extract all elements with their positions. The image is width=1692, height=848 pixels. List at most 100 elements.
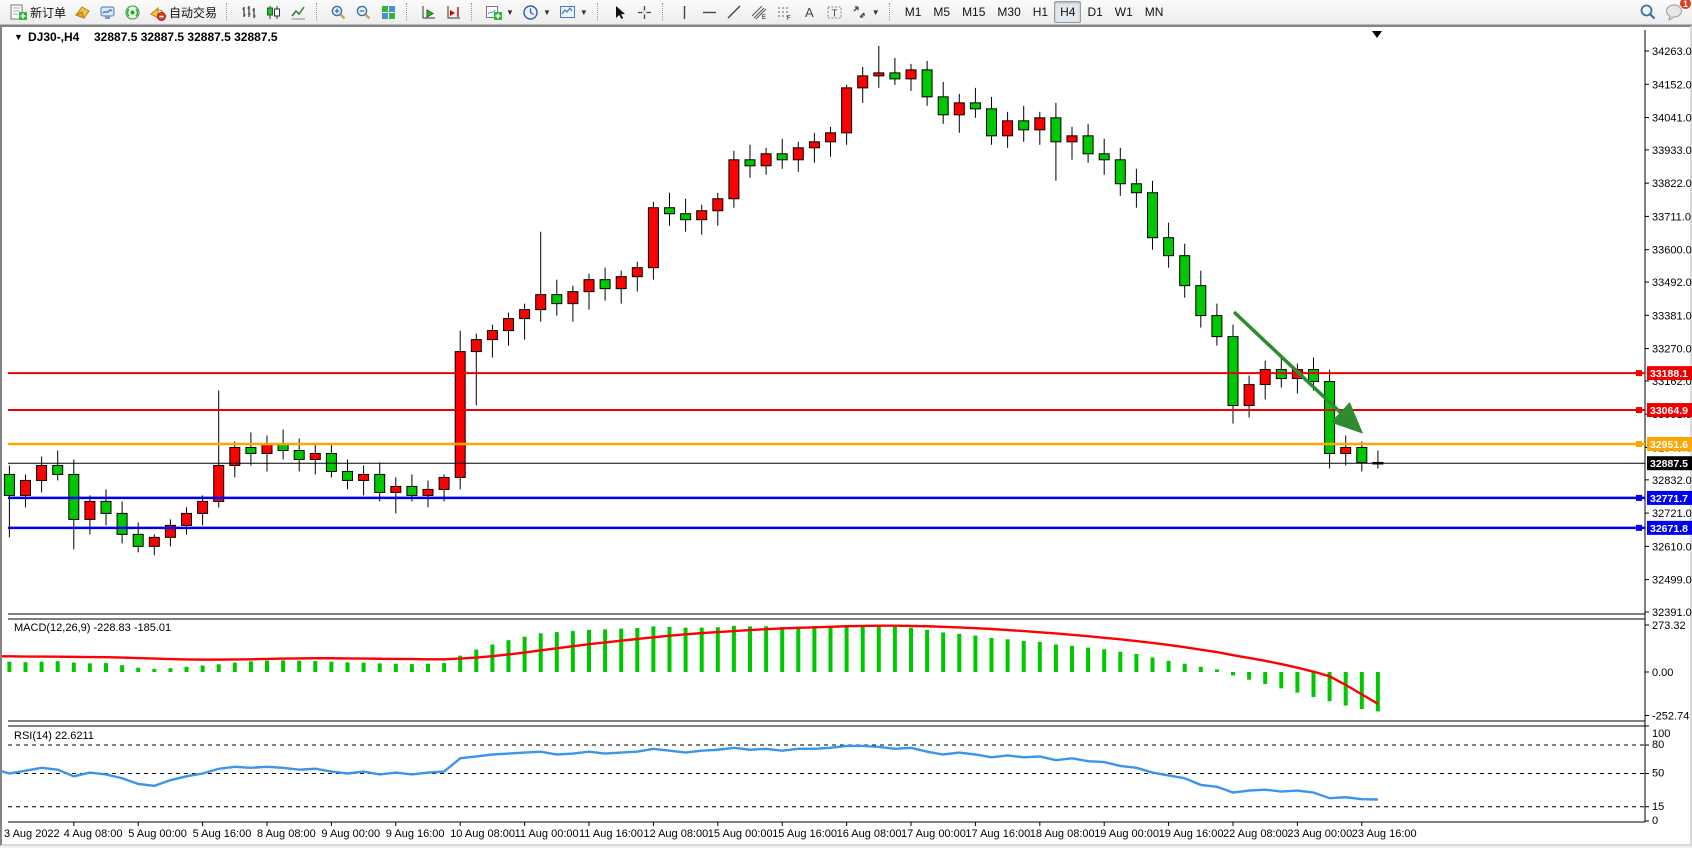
time-tick-label: 18 Aug 08:00 [1030,828,1095,840]
candle-body [953,102,965,116]
dropdown-caret-icon[interactable]: ▼ [542,7,551,17]
crosshair-button[interactable] [632,1,657,23]
candlestick-chart-button[interactable] [261,1,286,23]
svg-text:T: T [831,8,837,19]
fibo-icon: F [776,4,793,21]
time-tick-label: 9 Aug 00:00 [321,828,380,840]
price-badge [1647,490,1692,505]
time-tick-label: 12 Aug 08:00 [643,828,708,840]
price-tick-label: 32391.0 [1652,607,1692,619]
bars-chart-button[interactable] [236,1,261,23]
periods-button[interactable]: ▼ [518,1,555,23]
auto-scroll-button[interactable] [416,1,441,23]
tf-w1[interactable]: W1 [1109,1,1139,23]
bars-icon [240,4,257,21]
time-tick-label: 23 Aug 00:00 [1287,828,1352,840]
candle-body [374,473,386,493]
cursor-button[interactable] [607,1,632,23]
candle-body [825,132,836,143]
auto-trading-button-label: 自动交易 [169,5,218,20]
chat-icon [1665,3,1684,21]
market-button[interactable] [70,1,95,23]
auto-scroll-icon [420,4,437,21]
community-button[interactable] [95,1,120,23]
fibonacci-button[interactable]: F [772,1,797,23]
collapse-ohlc-icon[interactable]: ▼ [14,32,23,42]
price-tick-label: 32499.0 [1652,575,1692,587]
tf-m30[interactable]: M30 [991,1,1026,23]
line-chart-button[interactable] [286,1,311,23]
arrows-button[interactable]: ▼ [847,1,884,23]
hline-anchor[interactable] [1636,524,1642,531]
channel-button[interactable]: E [747,1,772,23]
tf-mn[interactable]: MN [1139,1,1170,23]
dropdown-caret-icon[interactable]: ▼ [506,7,514,17]
megaphone-red-icon [149,4,167,21]
time-tick-label: 5 Aug 00:00 [128,828,187,840]
tf-m15[interactable]: M15 [956,1,991,23]
auto-trading-button[interactable]: 自动交易 [145,1,221,23]
candle-body [116,512,128,535]
price-badge [1647,456,1692,471]
tf-m1[interactable]: M1 [899,1,928,23]
rsi-tick-label: 15 [1652,801,1664,813]
rsi-tick-label: 100 [1652,728,1670,740]
hline-anchor[interactable] [1636,440,1642,447]
search-button[interactable] [1635,1,1661,23]
candle-body [696,210,708,221]
crosshair-icon [636,4,653,21]
chart-window[interactable]: 34263.0 34152.0 34041.0 33933.0 33822.0 33711… [0,25,1692,846]
hline-anchor[interactable] [1636,494,1642,501]
candle-body [969,102,981,110]
chart-shift-marker[interactable] [1372,31,1382,38]
candle-body [857,75,869,89]
new-order-button[interactable]: 新订单 [6,1,70,23]
candle-body [1324,381,1336,454]
time-tick-label: 5 Aug 16:00 [193,828,252,840]
price-badge [1647,403,1692,418]
tf-h1[interactable]: H1 [1027,1,1054,23]
candle-body [1195,285,1207,317]
vertical-line-button[interactable] [672,1,697,23]
price-tick-label: 33711.0 [1652,211,1691,223]
chart-shift-button[interactable] [441,1,466,23]
indicators-button[interactable]: ▼ [481,1,518,23]
trend-arrow-annotation[interactable] [1232,310,1364,434]
candle-body [406,485,418,496]
time-tick-label: 19 Aug 00:00 [1094,828,1159,840]
tf-m5[interactable]: M5 [927,1,956,23]
macd-signal-line [2,624,1379,705]
zoom-in-button[interactable] [326,1,351,23]
zoom-out-button[interactable] [351,1,376,23]
templates-button[interactable]: ▼ [555,1,592,23]
signals-button[interactable] [120,1,145,23]
dropdown-caret-icon[interactable]: ▼ [579,7,588,17]
time-tick-label: 16 Aug 08:00 [837,828,902,840]
candle-body [986,108,997,137]
main-toolbar: 新订单 自动交易 ▼ ▼ ▼ E F A T ▼ M1 M5 M15 M30 H1 H4 D1 W1 MN 1 [0,0,1692,25]
tile-windows-button[interactable] [376,1,401,23]
trendline-button[interactable] [722,1,747,23]
tf-h4[interactable]: H4 [1054,1,1082,23]
rsi-label: RSI(14) 22.6211 [14,730,94,742]
tf-mn-label: MN [1144,5,1164,19]
candle-body [148,536,160,547]
candle-body [1163,237,1175,257]
horizontal-line-button[interactable] [697,1,722,23]
chat-button[interactable] [1661,1,1688,23]
text-button[interactable]: A [797,1,822,23]
candle-body [1179,255,1191,287]
candle-body [197,500,209,514]
label-button[interactable]: T [822,1,847,23]
tf-d1[interactable]: D1 [1081,1,1108,23]
candle-body [36,464,48,481]
time-tick-label: 4 Aug 08:00 [64,828,123,840]
hline-anchor[interactable] [1636,407,1642,414]
rsi-tick-label: 80 [1652,739,1664,751]
price-badge-label: 32887.5 [1650,458,1688,470]
price-badge [1647,366,1692,381]
candle-body [808,141,820,149]
hline-anchor[interactable] [1636,370,1642,377]
dropdown-caret-icon[interactable]: ▼ [871,7,880,17]
chart-canvas[interactable]: 34263.0 34152.0 34041.0 33933.0 33822.0 33711… [2,27,1692,848]
